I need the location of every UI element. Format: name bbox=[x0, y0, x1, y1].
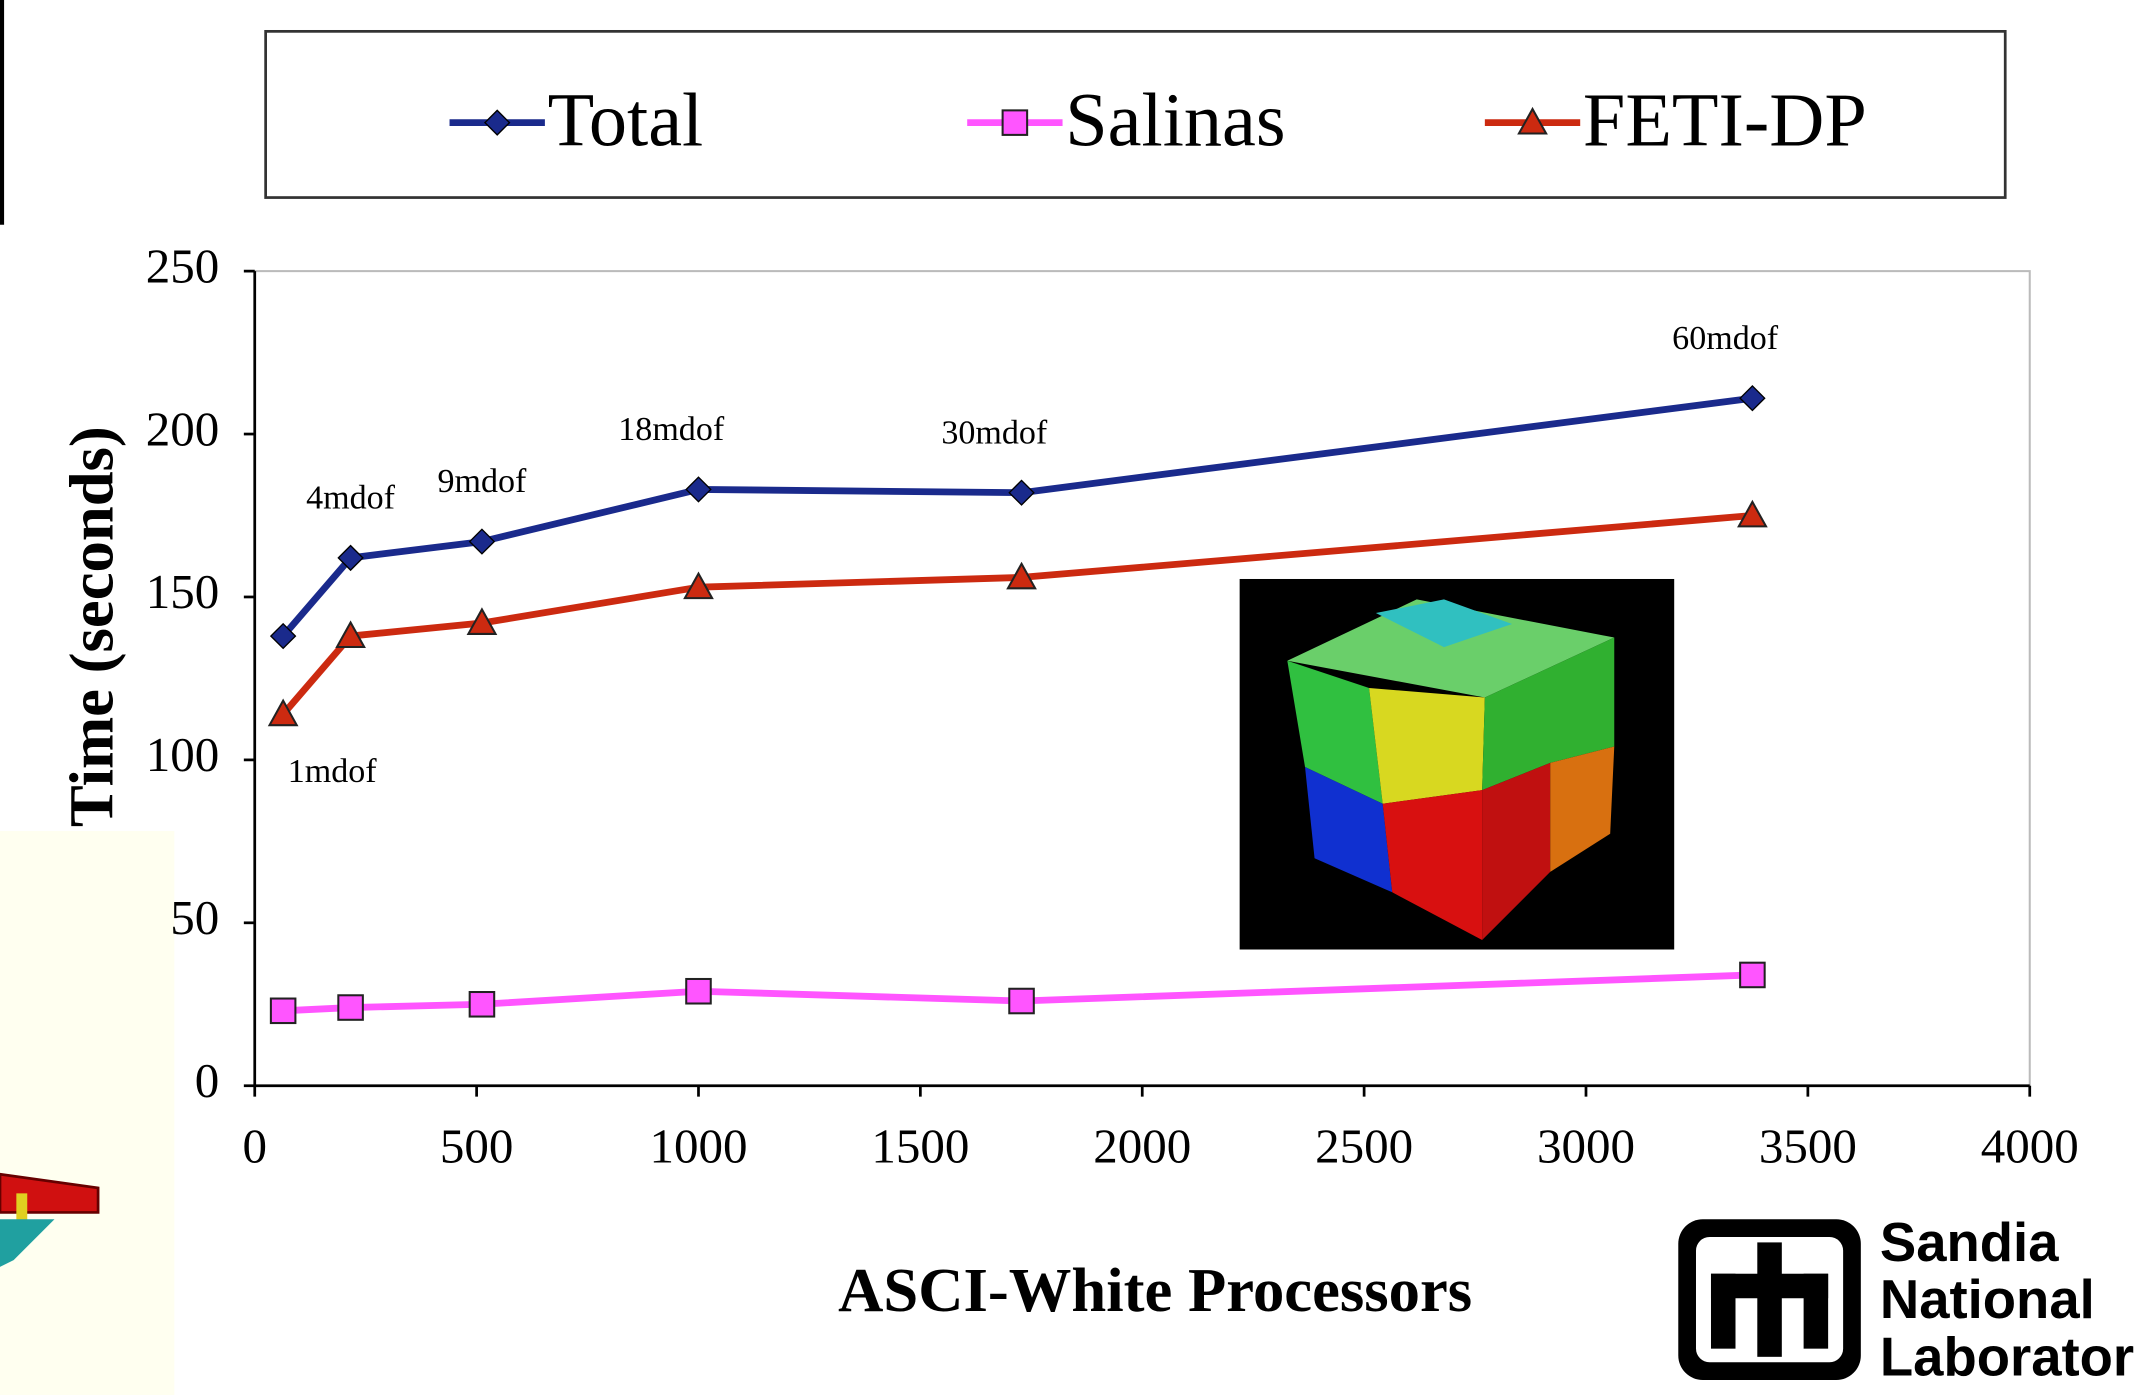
x-tick-label: 1000 bbox=[649, 1118, 747, 1173]
x-axis-label: ASCI-White Processors bbox=[838, 1255, 1472, 1325]
data-point bbox=[1009, 989, 1034, 1014]
point-label: 18mdof bbox=[618, 411, 725, 448]
data-point bbox=[470, 992, 495, 1017]
background bbox=[0, 0, 2136, 1395]
logo-text: Laboratories bbox=[1880, 1326, 2136, 1387]
point-label: 30mdof bbox=[941, 414, 1048, 451]
x-tick-label: 3500 bbox=[1759, 1118, 1857, 1173]
data-point bbox=[338, 995, 363, 1020]
data-point bbox=[1740, 963, 1765, 988]
legend-label: Salinas bbox=[1065, 78, 1285, 163]
x-tick-label: 4000 bbox=[1981, 1118, 2079, 1173]
point-label: 60mdof bbox=[1672, 320, 1779, 357]
data-point bbox=[271, 999, 296, 1024]
side-graphic bbox=[0, 831, 174, 1395]
y-tick-label: 0 bbox=[195, 1053, 220, 1108]
point-label: 1mdof bbox=[288, 753, 378, 790]
x-tick-label: 2000 bbox=[1093, 1118, 1191, 1173]
y-tick-label: 50 bbox=[170, 890, 219, 945]
legend-label: FETI-DP bbox=[1583, 78, 1867, 163]
logo-text: National bbox=[1880, 1269, 2095, 1330]
logo-text: Sandia bbox=[1880, 1212, 2059, 1273]
inset-cube bbox=[1240, 579, 1675, 950]
y-tick-label: 250 bbox=[146, 238, 220, 293]
point-label: 4mdof bbox=[306, 479, 396, 516]
y-tick-label: 150 bbox=[146, 564, 220, 619]
y-tick-label: 100 bbox=[146, 727, 220, 782]
x-tick-label: 3000 bbox=[1537, 1118, 1635, 1173]
x-tick-label: 0 bbox=[242, 1118, 267, 1173]
legend-marker bbox=[1003, 110, 1028, 135]
legend-label: Total bbox=[548, 78, 704, 163]
y-tick-label: 200 bbox=[146, 401, 220, 456]
point-label: 9mdof bbox=[437, 463, 527, 500]
x-tick-label: 500 bbox=[440, 1118, 514, 1173]
y-axis-label: Time (seconds) bbox=[56, 426, 126, 827]
x-tick-label: 1500 bbox=[871, 1118, 969, 1173]
data-point bbox=[686, 979, 711, 1004]
x-tick-label: 2500 bbox=[1315, 1118, 1413, 1173]
chart: Time (seconds) ASCI-White Processors San… bbox=[0, 0, 2136, 1395]
